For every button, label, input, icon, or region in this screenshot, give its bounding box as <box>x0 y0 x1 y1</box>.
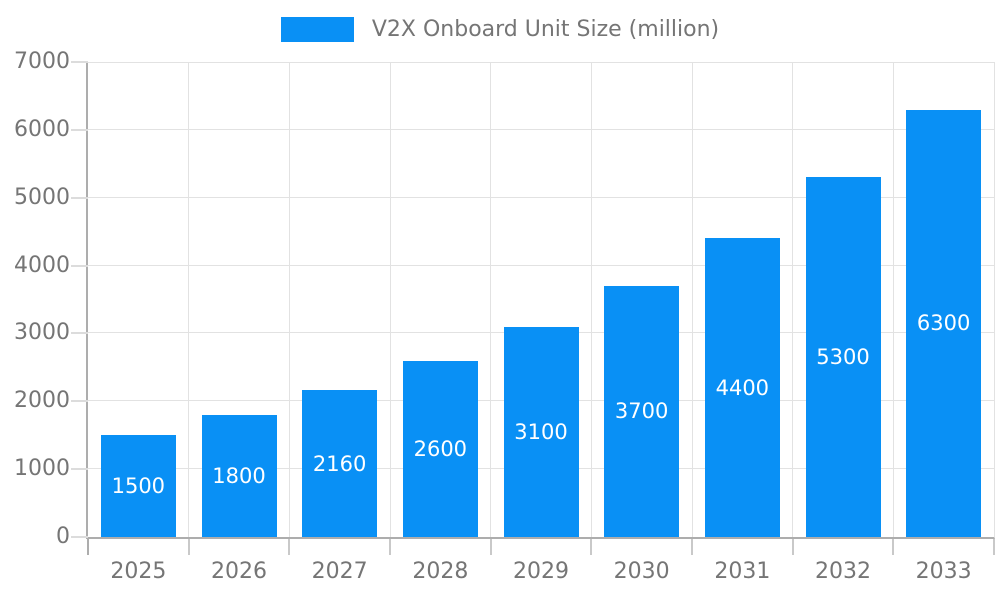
bar-2026[interactable]: 1800 <box>201 414 277 537</box>
y-axis-tick-1000 <box>71 468 88 471</box>
bar-value-label: 1800 <box>212 463 266 488</box>
legend-swatch-icon <box>280 17 354 42</box>
y-axis-tick-0 <box>71 536 88 538</box>
gridline-vertical-4 <box>490 62 492 537</box>
y-axis-tick-4000 <box>71 264 88 267</box>
x-axis-label-2029: 2029 <box>512 559 569 584</box>
bar-value-label: 4400 <box>715 375 770 400</box>
y-axis-label-5000: 5000 <box>14 184 70 210</box>
y-axis-tick-3000 <box>71 332 88 335</box>
y-axis-tick-6000 <box>71 128 88 131</box>
legend[interactable]: V2X Onboard Unit Size (million) <box>0 17 1000 42</box>
plot-area: 1500 1800 2160 2600 3100 3700 4400 5300 6300 <box>86 62 995 539</box>
x-axis-tick-0 <box>87 539 89 555</box>
gridline-vertical-3 <box>389 62 391 537</box>
bar-2028[interactable]: 2600 <box>402 360 478 537</box>
y-axis-tick-7000 <box>71 61 88 63</box>
bar-value-label: 1500 <box>111 474 166 499</box>
x-axis-tick-4 <box>489 539 492 555</box>
gridline-vertical-7 <box>792 62 794 537</box>
x-axis-label-2031: 2031 <box>714 559 771 584</box>
x-axis-tick-6 <box>691 539 693 555</box>
gridline-vertical-8 <box>892 62 894 537</box>
gridline-horizontal-5000 <box>88 196 994 198</box>
x-axis-tick-2 <box>288 539 291 555</box>
bar-2033[interactable]: 6300 <box>906 109 982 537</box>
bar-value-label: 3700 <box>614 399 669 424</box>
gridline-horizontal-7000 <box>88 62 994 63</box>
bar-value-label: 2160 <box>312 451 367 476</box>
x-axis-label-2028: 2028 <box>412 559 469 584</box>
x-axis-label-2032: 2032 <box>814 559 871 584</box>
y-axis-label-0: 0 <box>56 524 70 549</box>
bar-value-label: 6300 <box>916 311 971 336</box>
x-axis-label-2033: 2033 <box>915 559 972 584</box>
bar-2030[interactable]: 3700 <box>604 285 680 537</box>
x-axis-tick-5 <box>590 539 593 555</box>
legend-label: V2X Onboard Unit Size (million) <box>371 17 720 42</box>
x-axis-tick-9 <box>993 539 995 555</box>
y-axis-label-4000: 4000 <box>14 252 70 278</box>
x-axis-label-2030: 2030 <box>613 559 670 584</box>
gridline-vertical-2 <box>288 62 290 537</box>
x-axis-tick-7 <box>791 539 794 555</box>
bar-2027[interactable]: 2160 <box>302 390 378 537</box>
gridline-vertical-6 <box>691 62 693 537</box>
bar-2029[interactable]: 3100 <box>503 326 579 537</box>
x-axis-tick-3 <box>389 539 391 555</box>
y-axis-label-3000: 3000 <box>14 320 70 346</box>
y-axis-tick-2000 <box>71 400 88 403</box>
bar-value-label: 3100 <box>514 419 568 444</box>
y-axis-label-2000: 2000 <box>14 388 70 414</box>
y-axis-label-6000: 6000 <box>14 116 70 142</box>
x-axis-tick-8 <box>892 539 895 555</box>
bar-value-label: 2600 <box>413 436 468 461</box>
y-axis-tick-5000 <box>71 196 88 199</box>
y-axis-label-1000: 1000 <box>14 456 70 482</box>
gridline-vertical-1 <box>188 62 190 537</box>
gridline-horizontal-4000 <box>88 264 994 266</box>
y-axis-label-7000: 7000 <box>14 49 70 74</box>
bar-2031[interactable]: 4400 <box>704 238 780 537</box>
bar-2025[interactable]: 1500 <box>100 435 176 537</box>
x-axis-tick-1 <box>187 539 190 555</box>
x-axis-label-2026: 2026 <box>210 559 267 584</box>
bar-value-label: 5300 <box>816 345 870 370</box>
bar-2032[interactable]: 5300 <box>805 177 881 537</box>
gridline-vertical-5 <box>590 62 592 537</box>
x-axis-label-2027: 2027 <box>311 559 368 584</box>
gridline-horizontal-6000 <box>88 128 994 130</box>
x-axis-label-2025: 2025 <box>110 559 167 584</box>
